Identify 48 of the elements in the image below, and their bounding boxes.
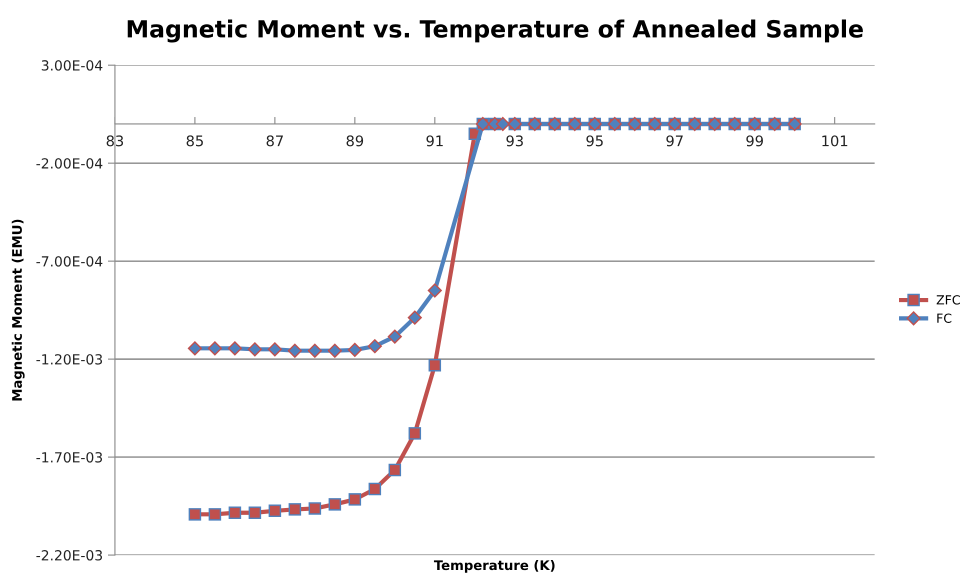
- y-tick-label: -2.20E-03: [36, 550, 102, 561]
- y-tick-label: 3.00E-04: [42, 60, 102, 71]
- x-tick-label: 89: [346, 135, 364, 146]
- x-tick-label: 93: [506, 135, 523, 146]
- point: [308, 502, 322, 515]
- point: [408, 427, 422, 440]
- point: [348, 493, 362, 506]
- x-tick-label: 99: [746, 135, 763, 146]
- x-tick-label: 101: [822, 135, 848, 146]
- point: [208, 341, 222, 356]
- point: [288, 344, 302, 358]
- y-tick-label: -1.20E-03: [36, 354, 102, 365]
- legend-label: ZFC: [936, 295, 960, 305]
- point: [348, 342, 362, 357]
- x-tick-label: 87: [266, 135, 283, 146]
- point: [208, 508, 222, 521]
- point: [288, 503, 302, 516]
- x-tick-label: 97: [666, 135, 683, 146]
- point: [228, 506, 242, 519]
- y-tick-label: -2.00E-04: [36, 158, 102, 169]
- point: [428, 283, 442, 298]
- point: [328, 344, 342, 358]
- point: [268, 342, 282, 356]
- y-axis-title: Magnetic Moment (EMU): [12, 220, 25, 401]
- point: [496, 116, 510, 132]
- point: [368, 482, 382, 496]
- x-tick-label: 95: [586, 135, 603, 146]
- point: [428, 358, 442, 372]
- point: [408, 310, 422, 325]
- point: [248, 342, 262, 356]
- point: [268, 504, 282, 518]
- point: [248, 506, 262, 519]
- point: [328, 498, 342, 511]
- y-tick-label: -7.00E-04: [36, 256, 102, 267]
- y-tick-label: -1.70E-03: [36, 452, 102, 463]
- legend-label: FC: [937, 313, 952, 323]
- point: [228, 341, 242, 356]
- x-tick-label: 91: [426, 135, 443, 146]
- chart-title: Magnetic Moment vs. Temperature of Annealed Sample: [128, 19, 863, 43]
- point: [368, 339, 382, 354]
- point: [388, 330, 402, 344]
- x-axis-title: Temperature (K): [434, 560, 555, 573]
- point: [188, 508, 202, 521]
- point: [388, 464, 402, 476]
- x-tick-label: 85: [186, 135, 203, 146]
- point: [308, 344, 322, 358]
- x-tick-label: 83: [106, 135, 124, 146]
- point: [188, 341, 202, 356]
